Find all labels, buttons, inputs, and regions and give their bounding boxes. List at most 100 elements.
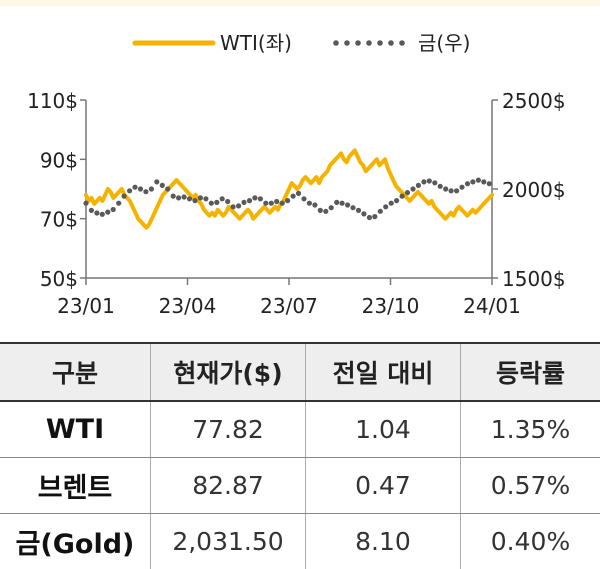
legend-gold-swatch-dot	[399, 40, 405, 46]
gold-series-point	[361, 211, 366, 216]
change-rate-cell: 0.57%	[461, 458, 600, 514]
gold-series-point	[165, 186, 170, 191]
gold-series-point	[296, 191, 301, 196]
gold-series-point	[487, 181, 492, 186]
gold-series-point	[247, 198, 252, 203]
legend-gold-swatch-dot	[333, 40, 339, 46]
change-rate-cell: 1.35%	[461, 401, 600, 458]
gold-series-point	[83, 201, 88, 206]
gold-series-point	[122, 194, 127, 199]
gold-series-point	[345, 202, 350, 207]
x-tick-label: 24/01	[463, 294, 521, 318]
gold-series-point	[236, 203, 241, 208]
gold-series-point	[470, 179, 475, 184]
gold-series-point	[318, 208, 323, 213]
gold-series-point	[203, 196, 208, 201]
gold-series-point	[220, 196, 225, 201]
gold-series-point	[116, 201, 121, 206]
x-tick-label: 23/04	[159, 294, 217, 318]
gold-series-point	[383, 204, 388, 209]
header-daily-change: 전일 대비	[306, 343, 461, 401]
table-header-row: 구분 현재가($) 전일 대비 등락률	[0, 343, 600, 401]
left-y-tick-label: 70$	[40, 208, 78, 232]
right-y-tick-label: 2000$	[502, 178, 566, 202]
gold-series-point	[252, 195, 257, 200]
gold-series-point	[438, 184, 443, 189]
gold-series-point	[481, 179, 486, 184]
header-category: 구분	[0, 343, 151, 401]
gold-series-point	[312, 202, 317, 207]
gold-series-point	[307, 201, 312, 206]
gold-series-point	[154, 179, 159, 184]
gold-series-point	[427, 178, 432, 183]
gold-series-point	[340, 201, 345, 206]
header-change-rate: 등락률	[461, 343, 600, 401]
legend-gold-swatch-dot	[344, 40, 350, 46]
gold-series-point	[263, 201, 268, 206]
gold-series-point	[449, 188, 454, 193]
gold-series-point	[356, 208, 361, 213]
gold-series-point	[432, 180, 437, 185]
gold-series-point	[459, 185, 464, 190]
gold-series-point	[225, 199, 230, 204]
gold-series-point	[334, 200, 339, 205]
gold-series-point	[416, 183, 421, 188]
left-y-tick-label: 50$	[40, 267, 78, 291]
gold-series-dots	[83, 178, 492, 221]
legend-gold-swatch-dot	[388, 40, 394, 46]
gold-series-point	[421, 179, 426, 184]
gold-series-point	[94, 210, 99, 215]
legend-gold-swatch-dot	[366, 40, 372, 46]
gold-series-point	[111, 207, 116, 212]
right-y-tick-label: 2500$	[502, 89, 566, 113]
x-tick-label: 23/07	[260, 294, 318, 318]
gold-series-point	[89, 208, 94, 213]
gold-series-point	[291, 194, 296, 199]
chart-series	[83, 150, 492, 227]
daily-change-cell: 1.04	[306, 401, 461, 458]
legend-gold-swatch-dot	[377, 40, 383, 46]
gold-series-point	[100, 212, 105, 217]
gold-series-point	[214, 200, 219, 205]
gold-series-point	[405, 190, 410, 195]
row-label: WTI	[0, 401, 151, 458]
gold-series-point	[132, 185, 137, 190]
row-label: 브렌트	[0, 458, 151, 514]
gold-series-point	[258, 196, 263, 201]
gold-series-point	[280, 201, 285, 206]
gold-series-point	[394, 198, 399, 203]
gold-series-point	[198, 195, 203, 200]
gold-series-point	[465, 181, 470, 186]
x-tick-label: 23/01	[57, 294, 115, 318]
gold-series-point	[410, 186, 415, 191]
gold-series-point	[372, 214, 377, 219]
gold-series-point	[241, 200, 246, 205]
gold-series-point	[285, 198, 290, 203]
current-price-cell: 77.82	[151, 401, 306, 458]
gold-series-point	[274, 199, 279, 204]
table-row-wti: WTI 77.82 1.04 1.35%	[0, 401, 600, 458]
gold-series-point	[138, 186, 143, 191]
gold-series-point	[160, 183, 165, 188]
table-row-brent: 브렌트 82.87 0.47 0.57%	[0, 458, 600, 514]
gold-series-point	[269, 201, 274, 206]
gold-series-point	[105, 210, 110, 215]
gold-series-point	[454, 188, 459, 193]
daily-change-cell: 0.47	[306, 458, 461, 514]
gold-series-point	[192, 198, 197, 203]
gold-series-point	[187, 196, 192, 201]
legend-gold-label: 금(우)	[418, 31, 470, 55]
gold-series-point	[443, 186, 448, 191]
chart-legend: WTI(좌)금(우)	[135, 31, 470, 55]
left-y-tick-label: 90$	[40, 148, 78, 172]
gold-series-point	[231, 204, 236, 209]
gold-series-point	[350, 205, 355, 210]
price-table: 구분 현재가($) 전일 대비 등락률 WTI 77.82 1.04 1.35%…	[0, 342, 600, 569]
gold-series-point	[143, 189, 148, 194]
gold-series-point	[209, 201, 214, 206]
gold-series-point	[301, 196, 306, 201]
gold-series-point	[127, 188, 132, 193]
gold-series-point	[367, 215, 372, 220]
gold-series-point	[182, 194, 187, 199]
gold-series-point	[378, 209, 383, 214]
